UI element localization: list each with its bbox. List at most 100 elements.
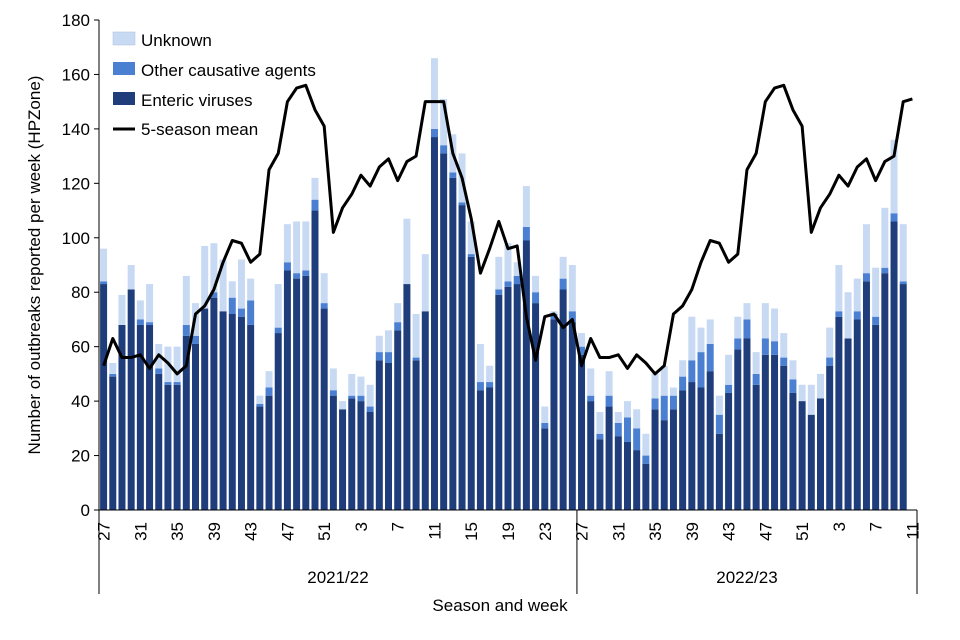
bar-other-17 bbox=[256, 403, 264, 407]
bar-other-37 bbox=[440, 145, 448, 154]
bar-other-8 bbox=[173, 382, 181, 385]
bar-unknown-37 bbox=[440, 98, 448, 146]
bar-unknown-4 bbox=[136, 300, 144, 320]
bar-other-5 bbox=[146, 322, 154, 325]
bar-enteric-17 bbox=[256, 406, 264, 510]
bar-other-69 bbox=[734, 338, 742, 350]
bar-unknown-51 bbox=[568, 265, 576, 312]
y-tick-label-180: 180 bbox=[62, 11, 90, 30]
bar-unknown-79 bbox=[826, 327, 834, 358]
bar-other-25 bbox=[329, 390, 337, 396]
bar-unknown-28 bbox=[357, 376, 365, 396]
bar-unknown-42 bbox=[486, 365, 494, 383]
bar-unknown-5 bbox=[146, 284, 154, 323]
y-tick-label-80: 80 bbox=[71, 283, 90, 302]
bar-unknown-80 bbox=[835, 265, 843, 312]
legend-swatch-other bbox=[113, 62, 135, 75]
y-tick-label-140: 140 bbox=[62, 120, 90, 139]
bar-other-57 bbox=[623, 417, 631, 442]
legend: Unknown Other causative agents Enteric v… bbox=[112, 31, 316, 139]
bar-unknown-76 bbox=[798, 384, 806, 402]
bar-enteric-82 bbox=[853, 319, 861, 510]
bar-unknown-56 bbox=[614, 412, 622, 423]
bar-unknown-9 bbox=[182, 275, 190, 325]
bar-other-87 bbox=[899, 281, 907, 285]
bar-enteric-2 bbox=[118, 324, 126, 510]
bar-enteric-14 bbox=[228, 314, 236, 510]
x-tick-label-0-15: 15 bbox=[462, 522, 481, 541]
bar-enteric-3 bbox=[127, 289, 135, 510]
bar-unknown-33 bbox=[403, 218, 411, 285]
bar-unknown-21 bbox=[293, 221, 301, 274]
bar-other-74 bbox=[780, 357, 788, 366]
bar-other-60 bbox=[651, 398, 659, 410]
bar-unknown-72 bbox=[761, 303, 769, 339]
bar-other-15 bbox=[237, 308, 245, 317]
bar-other-44 bbox=[504, 281, 512, 287]
bar-other-56 bbox=[614, 422, 622, 437]
x-tick-label-0-39: 39 bbox=[205, 522, 224, 541]
bar-unknown-14 bbox=[228, 281, 236, 298]
bar-unknown-41 bbox=[476, 343, 484, 383]
bar-enteric-23 bbox=[311, 210, 319, 510]
bar-unknown-54 bbox=[596, 412, 604, 434]
bar-unknown-30 bbox=[375, 335, 383, 353]
bar-unknown-87 bbox=[899, 224, 907, 282]
x-axis-title: Season and week bbox=[432, 596, 568, 615]
mean-line-layer bbox=[102, 83, 913, 376]
x-tick-label-0-7: 7 bbox=[389, 522, 408, 531]
bar-other-63 bbox=[679, 376, 687, 391]
bar-other-52 bbox=[578, 346, 586, 355]
bar-enteric-11 bbox=[201, 308, 209, 510]
bar-unknown-26 bbox=[339, 401, 347, 410]
bar-other-41 bbox=[476, 382, 484, 391]
bar-other-14 bbox=[228, 297, 236, 314]
x-tick-label-0-31: 31 bbox=[131, 522, 150, 541]
bar-unknown-11 bbox=[201, 245, 209, 309]
bar-other-4 bbox=[136, 319, 144, 325]
bar-enteric-30 bbox=[375, 360, 383, 510]
bar-enteric-27 bbox=[348, 398, 356, 510]
bar-other-62 bbox=[669, 395, 677, 410]
bar-enteric-15 bbox=[237, 316, 245, 510]
bar-other-40 bbox=[467, 254, 475, 257]
bar-enteric-40 bbox=[467, 256, 475, 510]
bar-enteric-26 bbox=[339, 409, 347, 510]
bar-unknown-69 bbox=[734, 316, 742, 339]
x-tick-label-0-35: 35 bbox=[168, 522, 187, 541]
bar-other-22 bbox=[302, 270, 310, 276]
bar-other-75 bbox=[789, 379, 797, 393]
bar-enteric-81 bbox=[844, 338, 852, 510]
bar-other-83 bbox=[862, 273, 870, 282]
bar-other-39 bbox=[458, 202, 466, 206]
bar-enteric-43 bbox=[495, 294, 503, 510]
bar-enteric-48 bbox=[541, 428, 549, 510]
x-tick-label-0-47: 47 bbox=[278, 522, 297, 541]
bar-unknown-2 bbox=[118, 294, 126, 325]
bar-other-43 bbox=[495, 289, 503, 295]
bar-other-53 bbox=[587, 395, 595, 402]
bar-enteric-34 bbox=[412, 360, 420, 510]
bar-unknown-32 bbox=[394, 303, 402, 323]
bar-other-61 bbox=[660, 395, 668, 421]
y-tick-label-40: 40 bbox=[71, 392, 90, 411]
season-label-0: 2021/22 bbox=[307, 568, 368, 587]
bar-enteric-13 bbox=[219, 311, 227, 510]
bar-other-55 bbox=[605, 395, 613, 407]
bar-unknown-34 bbox=[412, 314, 420, 358]
legend-label-mean: 5-season mean bbox=[141, 120, 258, 139]
bar-unknown-50 bbox=[559, 256, 567, 279]
bar-unknown-43 bbox=[495, 256, 503, 290]
bar-other-36 bbox=[430, 128, 438, 138]
bar-other-84 bbox=[872, 316, 880, 325]
bar-enteric-73 bbox=[771, 354, 779, 510]
x-tick-label-1-35: 35 bbox=[646, 522, 665, 541]
bar-other-51 bbox=[568, 311, 576, 323]
bar-other-9 bbox=[182, 324, 190, 336]
bar-enteric-8 bbox=[173, 384, 181, 510]
bar-enteric-84 bbox=[872, 324, 880, 510]
bar-other-19 bbox=[274, 327, 282, 334]
bar-enteric-66 bbox=[706, 371, 714, 510]
bar-unknown-63 bbox=[679, 360, 687, 377]
bar-other-71 bbox=[752, 373, 760, 385]
